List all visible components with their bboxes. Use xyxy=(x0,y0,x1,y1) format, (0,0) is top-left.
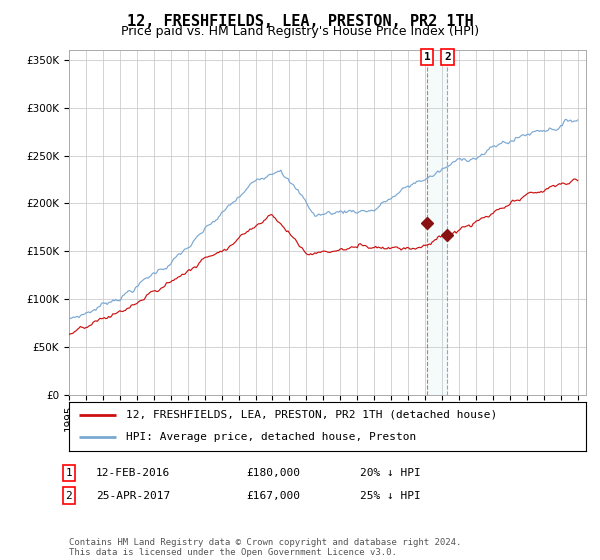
Text: 12, FRESHFIELDS, LEA, PRESTON, PR2 1TH (detached house): 12, FRESHFIELDS, LEA, PRESTON, PR2 1TH (… xyxy=(126,410,497,420)
Text: Contains HM Land Registry data © Crown copyright and database right 2024.
This d: Contains HM Land Registry data © Crown c… xyxy=(69,538,461,557)
Text: HPI: Average price, detached house, Preston: HPI: Average price, detached house, Pres… xyxy=(126,432,416,442)
Text: £167,000: £167,000 xyxy=(246,491,300,501)
Text: 25-APR-2017: 25-APR-2017 xyxy=(96,491,170,501)
Bar xyxy=(427,50,448,395)
Text: 20% ↓ HPI: 20% ↓ HPI xyxy=(360,468,421,478)
Text: 2: 2 xyxy=(444,52,451,62)
Text: 12, FRESHFIELDS, LEA, PRESTON, PR2 1TH: 12, FRESHFIELDS, LEA, PRESTON, PR2 1TH xyxy=(127,14,473,29)
Text: 25% ↓ HPI: 25% ↓ HPI xyxy=(360,491,421,501)
Text: 2: 2 xyxy=(65,491,73,501)
Text: 12-FEB-2016: 12-FEB-2016 xyxy=(96,468,170,478)
Text: £180,000: £180,000 xyxy=(246,468,300,478)
Text: 1: 1 xyxy=(424,52,430,62)
Text: 1: 1 xyxy=(65,468,73,478)
Text: Price paid vs. HM Land Registry's House Price Index (HPI): Price paid vs. HM Land Registry's House … xyxy=(121,25,479,38)
